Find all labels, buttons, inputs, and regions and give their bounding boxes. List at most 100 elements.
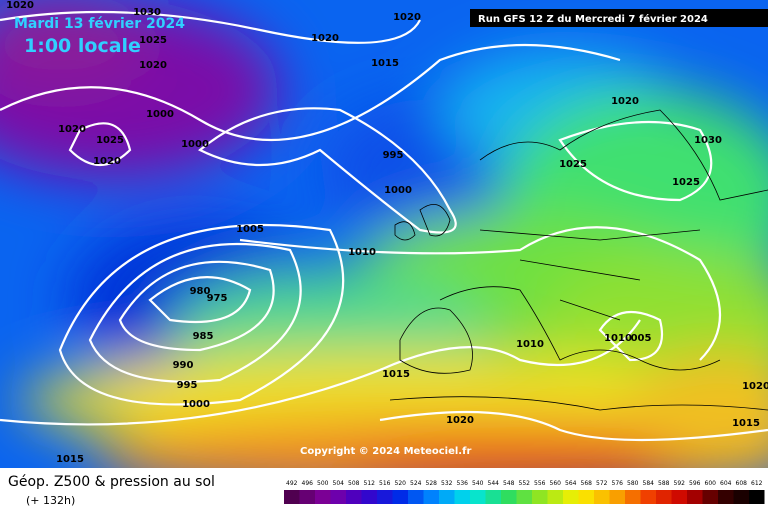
scale-label: 536 bbox=[457, 480, 469, 487]
isobar-label: 995 bbox=[383, 150, 404, 161]
scale-label: 584 bbox=[643, 480, 655, 487]
scale-label: 572 bbox=[596, 480, 608, 487]
scale-label: 492 bbox=[286, 480, 298, 487]
isobar-label: 1010 bbox=[604, 333, 632, 344]
scale-swatch bbox=[687, 490, 703, 504]
isobar-label: 1020 bbox=[446, 415, 474, 426]
isobar-label: 1020 bbox=[311, 33, 339, 44]
scale-label: 520 bbox=[395, 480, 407, 487]
scale-swatch bbox=[485, 490, 501, 504]
footer-title: Géop. Z500 & pression au sol bbox=[8, 474, 215, 490]
scale-label: 608 bbox=[736, 480, 748, 487]
scale-label: 512 bbox=[364, 480, 376, 487]
isobar-label: 1000 bbox=[146, 109, 174, 120]
isobar-label: 995 bbox=[177, 380, 198, 391]
scale-label: 496 bbox=[302, 480, 314, 487]
scale-label: 600 bbox=[705, 480, 717, 487]
scale-swatch bbox=[656, 490, 672, 504]
isobar-label: 1025 bbox=[139, 35, 167, 46]
scale-swatch bbox=[346, 490, 362, 504]
scale-label: 552 bbox=[519, 480, 531, 487]
scale-label: 528 bbox=[426, 480, 438, 487]
isobar-label: 990 bbox=[173, 360, 194, 371]
isobar-label: 1000 bbox=[181, 139, 209, 150]
scale-label: 580 bbox=[627, 480, 639, 487]
valid-date: Mardi 13 février 2024 bbox=[14, 16, 185, 32]
scale-swatch bbox=[408, 490, 424, 504]
isobar-label: 005 bbox=[631, 333, 652, 344]
scale-swatch bbox=[532, 490, 548, 504]
scale-swatch bbox=[578, 490, 594, 504]
scale-swatch bbox=[299, 490, 315, 504]
scale-swatch bbox=[470, 490, 486, 504]
scale-label: 504 bbox=[333, 480, 345, 487]
isobar-label: 1000 bbox=[384, 185, 412, 196]
isobar-label: 1020 bbox=[393, 12, 421, 23]
scale-swatch bbox=[625, 490, 641, 504]
scale-label: 612 bbox=[751, 480, 763, 487]
scale-label: 548 bbox=[503, 480, 515, 487]
scale-label: 592 bbox=[674, 480, 686, 487]
scale-swatch bbox=[516, 490, 532, 504]
isobar-label: 1025 bbox=[559, 159, 587, 170]
scale-label: 500 bbox=[317, 480, 329, 487]
isobar-label: 1020 bbox=[742, 381, 768, 392]
scale-swatch bbox=[547, 490, 563, 504]
run-info: Run GFS 12 Z du Mercredi 7 février 2024 bbox=[478, 13, 708, 25]
scale-swatch bbox=[671, 490, 687, 504]
scale-label: 508 bbox=[348, 480, 360, 487]
scale-swatch bbox=[563, 490, 579, 504]
map-field bbox=[0, 0, 768, 468]
scale-swatch bbox=[330, 490, 346, 504]
scale-swatch bbox=[640, 490, 656, 504]
scale-label: 596 bbox=[689, 480, 701, 487]
scale-label: 532 bbox=[441, 480, 453, 487]
isobar-label: 1025 bbox=[672, 177, 700, 188]
scale-label: 544 bbox=[488, 480, 500, 487]
scale-swatch bbox=[361, 490, 377, 504]
scale-swatch bbox=[733, 490, 749, 504]
scale-label: 556 bbox=[534, 480, 546, 487]
scale-swatch bbox=[718, 490, 734, 504]
scale-label: 540 bbox=[472, 480, 484, 487]
scale-label: 588 bbox=[658, 480, 670, 487]
scale-swatch bbox=[284, 490, 300, 504]
isobar-label: 1030 bbox=[694, 135, 722, 146]
isobar-label: 1015 bbox=[732, 418, 760, 429]
isobar-label: 1000 bbox=[182, 399, 210, 410]
isobar-label: 1020 bbox=[611, 96, 639, 107]
scale-swatch bbox=[439, 490, 455, 504]
lead-time: (+ 132h) bbox=[26, 494, 75, 507]
scale-label: 516 bbox=[379, 480, 391, 487]
scale-label: 560 bbox=[550, 480, 562, 487]
isobar-label: 1010 bbox=[516, 339, 544, 350]
isobar-label: 985 bbox=[193, 331, 214, 342]
scale-swatch bbox=[377, 490, 393, 504]
isobar-label: 975 bbox=[207, 293, 228, 304]
isobar-label: 1015 bbox=[56, 454, 84, 465]
scale-swatch bbox=[315, 490, 331, 504]
isobar-label: 1025 bbox=[96, 135, 124, 146]
scale-swatch bbox=[392, 490, 408, 504]
scale-label: 568 bbox=[581, 480, 593, 487]
scale-swatch bbox=[454, 490, 470, 504]
scale-swatch bbox=[594, 490, 610, 504]
isobar-label: 1020 bbox=[93, 156, 121, 167]
isobar-label: 980 bbox=[190, 286, 211, 297]
scale-swatch bbox=[702, 490, 718, 504]
scale-swatch bbox=[749, 490, 765, 504]
isobar-label: 1020 bbox=[58, 124, 86, 135]
isobar-label: 1015 bbox=[371, 58, 399, 69]
scale-label: 564 bbox=[565, 480, 577, 487]
run-banner bbox=[470, 9, 768, 27]
local-time: 1:00 locale bbox=[24, 35, 141, 57]
isobar-label: 1030 bbox=[133, 7, 161, 18]
scale-swatch bbox=[423, 490, 439, 504]
scale-swatch bbox=[609, 490, 625, 504]
copyright: Copyright © 2024 Meteociel.fr bbox=[300, 446, 471, 457]
isobar-label: 1020 bbox=[6, 0, 34, 11]
isobar-label: 1010 bbox=[348, 247, 376, 258]
isobar-label: 1015 bbox=[382, 369, 410, 380]
scale-swatch bbox=[501, 490, 517, 504]
